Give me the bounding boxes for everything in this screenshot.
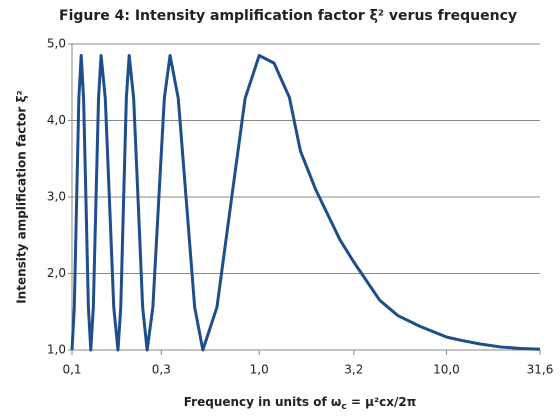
x-tick-label: 3,2 bbox=[344, 363, 363, 377]
x-tick-label: 31,6 bbox=[527, 363, 554, 377]
x-tick-label: 0,1 bbox=[62, 363, 81, 377]
y-tick-label: 4,0 bbox=[47, 113, 66, 127]
y-tick-label: 2,0 bbox=[47, 266, 66, 280]
x-tick-label: 10,0 bbox=[433, 363, 460, 377]
y-tick-label: 3,0 bbox=[47, 190, 66, 204]
y-tick-label: 5,0 bbox=[47, 37, 66, 51]
x-axis-label: Frequency in units of ωc = μ²cx/2π bbox=[184, 395, 417, 412]
y-tick-label: 1,0 bbox=[47, 343, 66, 357]
data-line bbox=[70, 53, 541, 352]
x-tick-label: 1,0 bbox=[250, 363, 269, 377]
x-tick-label: 0,3 bbox=[152, 363, 171, 377]
chart-title: Figure 4: Intensity amplification factor… bbox=[59, 8, 517, 24]
x-label-part: Frequency in units of ω bbox=[184, 395, 342, 409]
y-axis-label: Intensity amplification factor ξ² bbox=[15, 90, 29, 304]
x-label-part: = μ²cx/2π bbox=[347, 395, 417, 409]
x-label-sub: c bbox=[341, 402, 346, 412]
